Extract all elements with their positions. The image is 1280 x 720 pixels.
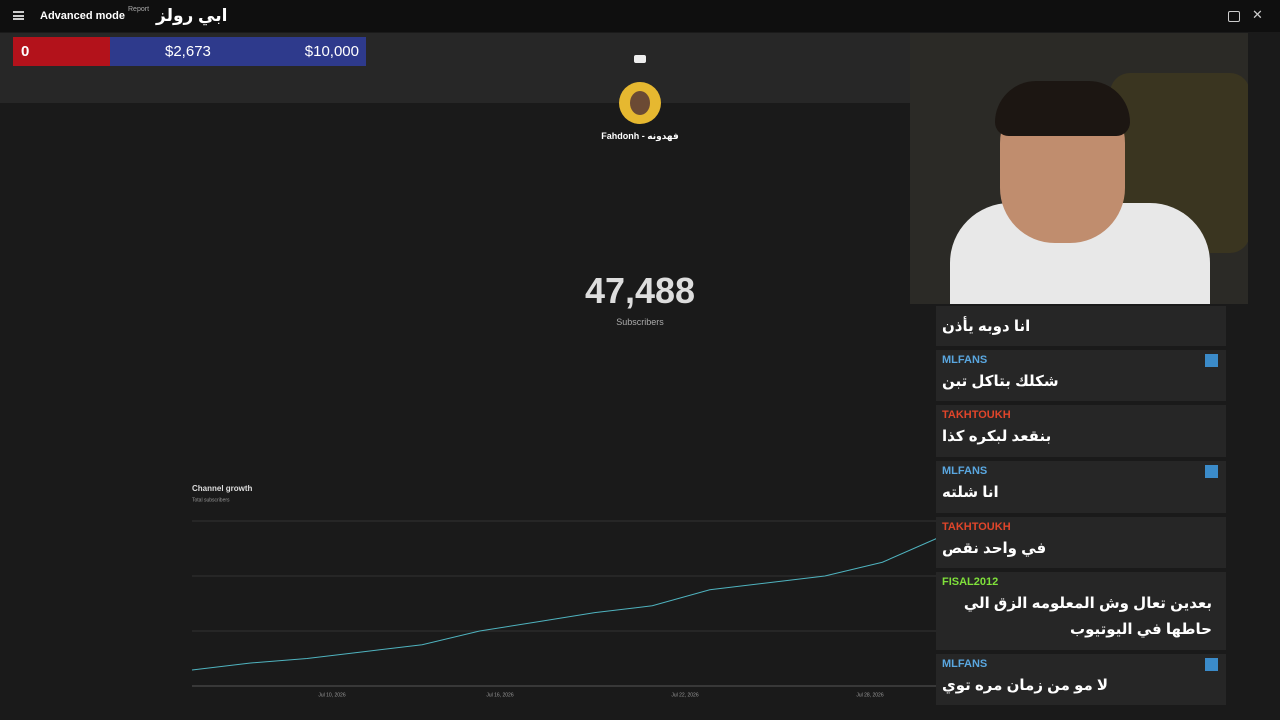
x-tick-label: Jul 10, 2026 — [318, 692, 345, 698]
donation-progress — [13, 37, 110, 66]
mode-title: Advanced mode — [40, 10, 125, 22]
chat-message: MLFANS لا مو من زمان مره توي — [936, 654, 1226, 705]
menu-button[interactable] — [13, 11, 24, 20]
top-bar: Advanced mode Report ابي رولز ✕ — [0, 0, 1280, 32]
close-button[interactable]: ✕ — [1252, 7, 1263, 22]
feedback-button[interactable] — [1228, 11, 1240, 22]
chat-text: لا مو من زمان مره توي — [942, 677, 1109, 694]
chat-message: TAKHTOUKH في واحد نقص — [936, 517, 1226, 568]
chat-username: MLFANS — [942, 465, 988, 477]
youtube-icon — [634, 55, 646, 63]
chat-badge — [1205, 658, 1218, 671]
webcam-person-hair — [995, 81, 1130, 136]
report-link[interactable]: Report — [128, 6, 150, 13]
chat-username: MLFANS — [942, 354, 988, 366]
chat-message: MLFANS شكلك بتاكل تبن — [936, 350, 1226, 401]
subscriber-count: 47,488 — [584, 270, 696, 311]
donation-raised: $2,673 — [165, 43, 211, 60]
chart-title: Channel growth — [192, 484, 253, 493]
channel-name: Fahdonh - فهدونه — [601, 131, 679, 141]
chat-message: TAKHTOUKH بنقعد لبكره كذا — [936, 405, 1226, 457]
chat-text: انا دوبه يأذن — [942, 318, 1031, 335]
chart-subtitle: Total subscribers — [192, 497, 230, 503]
chat-message: FISAL2012 بعدين تعال وش المعلومه الزق الي… — [936, 572, 1226, 650]
donation-goal: $10,000 — [304, 43, 359, 60]
x-tick-label: Jul 28, 2026 — [856, 692, 883, 698]
chat-text: في واحد نقص — [942, 540, 1047, 557]
chat-text: بنقعد لبكره كذا — [942, 428, 1052, 445]
chat-badge — [1205, 465, 1218, 478]
chat-username: TAKHTOUKH — [942, 521, 1011, 533]
chat-username: TAKHTOUKH — [942, 409, 1011, 421]
donation-bar: 0 $2,673 $10,000 — [13, 37, 366, 66]
donation-current: 0 — [21, 43, 30, 60]
chat-text: انا شلته — [942, 484, 999, 501]
chat-text: شكلك بتاكل تبن — [942, 373, 1059, 390]
chat-message: انا دوبه يأذن — [936, 306, 1226, 346]
webcam — [910, 33, 1248, 304]
x-tick-label: Jul 22, 2026 — [671, 692, 698, 698]
chat-username: FISAL2012 — [942, 576, 999, 588]
x-tick-label: Jul 16, 2026 — [486, 692, 513, 698]
stream-title: ابي رولز — [156, 6, 228, 25]
chat-message: MLFANS انا شلته — [936, 461, 1226, 513]
growth-line — [191, 522, 1056, 671]
chat-username: MLFANS — [942, 658, 988, 670]
chat-badge — [1205, 354, 1218, 367]
subscriber-label: Subscribers — [616, 317, 664, 327]
channel-avatar — [619, 82, 661, 124]
chat-text: بعدين تعال وش المعلومه الزق الي حاطها في… — [963, 595, 1212, 638]
